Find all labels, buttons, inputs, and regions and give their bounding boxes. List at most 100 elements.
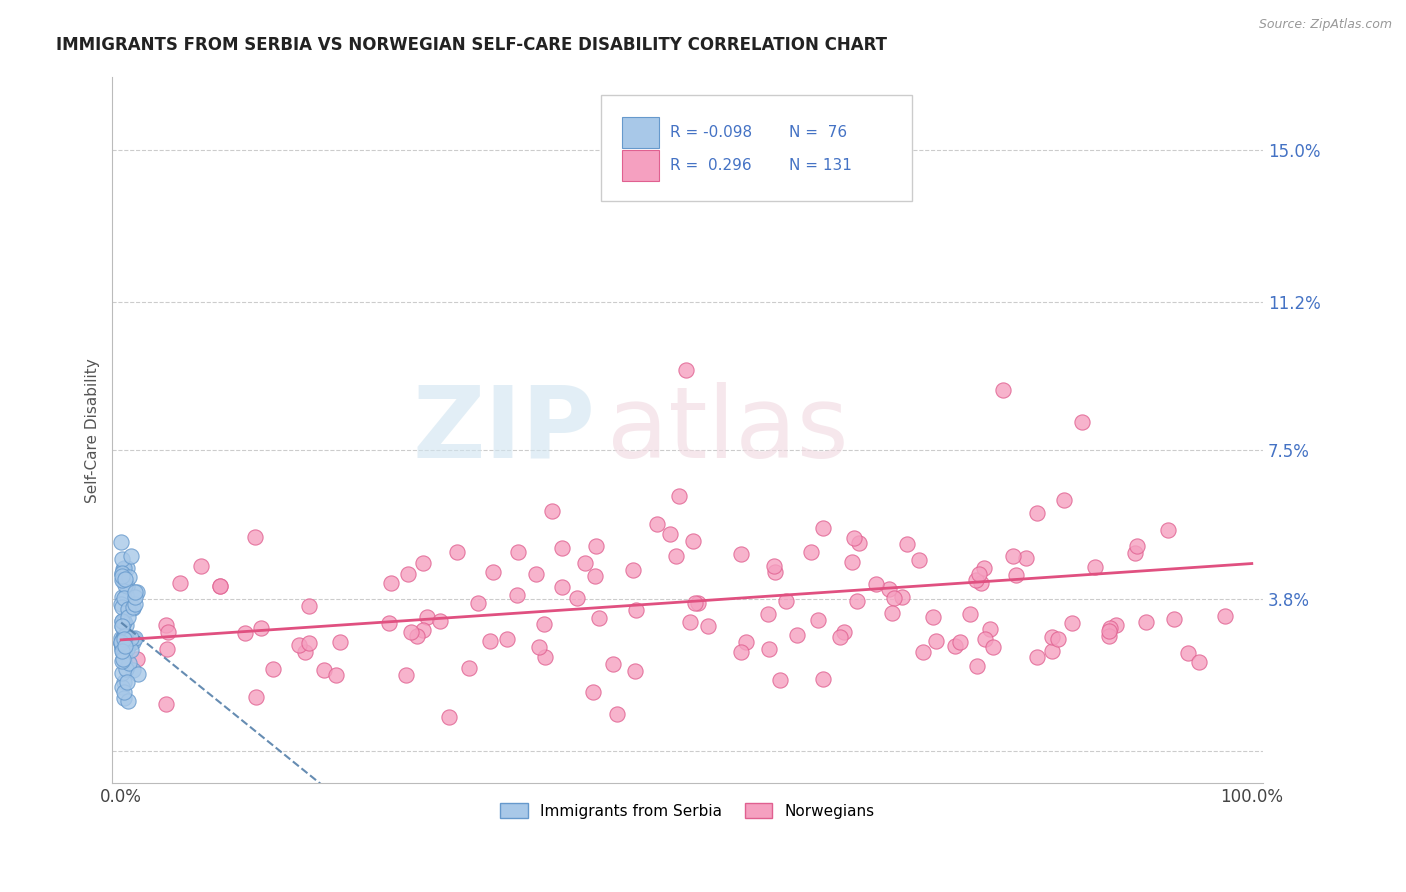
- Point: [890, 590, 912, 604]
- Point: [245, 690, 267, 705]
- Point: [209, 578, 232, 592]
- Point: [111, 551, 134, 566]
- Point: [943, 640, 966, 654]
- Point: [730, 547, 752, 561]
- Point: [983, 640, 1005, 654]
- Point: [122, 632, 145, 647]
- Point: [658, 527, 681, 541]
- Point: [122, 600, 145, 615]
- Point: [110, 635, 132, 649]
- Point: [115, 561, 138, 575]
- Point: [312, 663, 335, 677]
- Point: [111, 666, 134, 681]
- Point: [114, 628, 136, 642]
- Point: [155, 617, 177, 632]
- Point: [117, 632, 139, 646]
- Point: [155, 697, 177, 711]
- Point: [156, 642, 179, 657]
- Point: [169, 576, 191, 591]
- Point: [298, 599, 321, 614]
- Point: [112, 615, 135, 629]
- Point: [115, 662, 138, 676]
- Point: [127, 652, 149, 666]
- Legend: Immigrants from Serbia, Norwegians: Immigrants from Serbia, Norwegians: [495, 797, 882, 825]
- Point: [111, 680, 134, 694]
- Point: [396, 567, 419, 582]
- Point: [110, 636, 132, 650]
- Point: [908, 553, 931, 567]
- Point: [112, 562, 135, 576]
- Point: [112, 646, 135, 660]
- Point: [506, 588, 529, 602]
- Point: [585, 540, 607, 554]
- Point: [1015, 550, 1038, 565]
- Point: [1053, 492, 1076, 507]
- Point: [467, 596, 489, 610]
- Point: [668, 490, 690, 504]
- Point: [329, 635, 352, 649]
- Point: [190, 559, 212, 574]
- Point: [973, 560, 995, 574]
- Point: [846, 593, 869, 607]
- Point: [112, 632, 135, 646]
- Point: [412, 556, 434, 570]
- Point: [624, 603, 647, 617]
- Point: [262, 662, 284, 676]
- Point: [115, 588, 138, 602]
- Point: [325, 668, 347, 682]
- Point: [967, 567, 990, 582]
- Point: [882, 591, 904, 606]
- Point: [294, 645, 316, 659]
- Text: atlas: atlas: [607, 382, 849, 479]
- Point: [111, 590, 134, 604]
- Point: [551, 580, 574, 594]
- Point: [949, 634, 972, 648]
- Point: [786, 628, 808, 642]
- Point: [114, 640, 136, 654]
- Point: [1046, 632, 1069, 646]
- FancyBboxPatch shape: [621, 117, 659, 148]
- Point: [288, 638, 311, 652]
- Point: [879, 582, 901, 596]
- Point: [121, 635, 143, 649]
- Point: [114, 632, 136, 647]
- Point: [112, 646, 135, 660]
- Point: [110, 631, 132, 645]
- Point: [763, 565, 786, 579]
- Point: [377, 615, 399, 630]
- Point: [1040, 630, 1063, 644]
- Point: [800, 545, 823, 559]
- Point: [112, 684, 135, 698]
- Point: [574, 556, 596, 570]
- Point: [112, 654, 135, 668]
- Point: [730, 645, 752, 659]
- Point: [458, 661, 481, 675]
- Point: [112, 691, 135, 706]
- Point: [112, 561, 135, 575]
- Point: [1071, 415, 1094, 429]
- Point: [583, 568, 606, 582]
- Text: IMMIGRANTS FROM SERBIA VS NORWEGIAN SELF-CARE DISABILITY CORRELATION CHART: IMMIGRANTS FROM SERBIA VS NORWEGIAN SELF…: [56, 36, 887, 54]
- Point: [111, 641, 134, 656]
- Point: [446, 544, 468, 558]
- Point: [406, 629, 429, 643]
- Point: [1163, 612, 1185, 626]
- Point: [416, 609, 439, 624]
- Point: [811, 521, 834, 535]
- Point: [478, 633, 501, 648]
- Point: [1177, 646, 1199, 660]
- Point: [495, 632, 517, 647]
- Point: [112, 638, 135, 652]
- Point: [245, 530, 267, 544]
- FancyBboxPatch shape: [621, 150, 659, 181]
- Point: [120, 549, 142, 563]
- Point: [921, 610, 943, 624]
- Point: [925, 634, 948, 648]
- Point: [111, 573, 134, 587]
- Point: [1040, 644, 1063, 658]
- Point: [111, 632, 134, 647]
- Point: [124, 590, 146, 604]
- Point: [112, 615, 135, 629]
- Point: [896, 537, 918, 551]
- Point: [769, 673, 792, 687]
